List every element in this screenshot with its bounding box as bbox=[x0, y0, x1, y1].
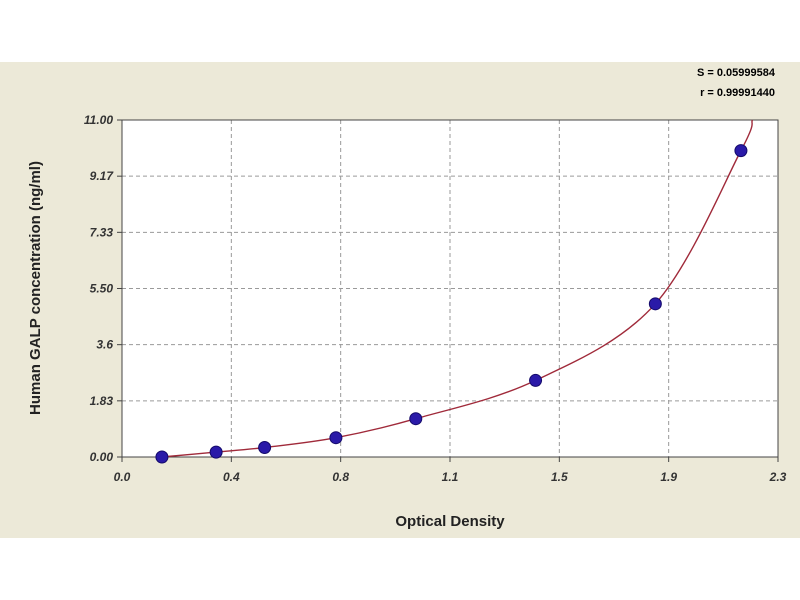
x-tick-label: 1.5 bbox=[551, 470, 568, 484]
x-tick-label: 1.9 bbox=[660, 470, 677, 484]
x-tick-label: 0.8 bbox=[332, 470, 349, 484]
data-points bbox=[155, 144, 748, 464]
chart-svg: S = 0.05999584 r = 0.99991440 0.0 0.4 0.8 1… bbox=[27, 67, 787, 530]
y-tick-label: 0.00 bbox=[90, 450, 114, 464]
y-tick-label: 5.50 bbox=[90, 282, 114, 296]
y-tick-label: 3.6 bbox=[96, 338, 113, 352]
data-point bbox=[734, 144, 748, 158]
grid-lines bbox=[122, 120, 778, 457]
y-axis-title: Human GALP concentration (ng/ml) bbox=[27, 161, 44, 415]
stat-annotation-s: S = 0.05999584 bbox=[697, 67, 776, 79]
x-axis-title: Optical Density bbox=[395, 513, 505, 530]
axis-ticks: 0.0 0.4 0.8 1.1 1.5 1.9 2.3 0.00 1.83 3.6 5.50 7.33… bbox=[84, 113, 787, 484]
data-point bbox=[329, 431, 343, 445]
data-point bbox=[209, 445, 223, 459]
fit-curve bbox=[161, 119, 754, 458]
data-point bbox=[409, 412, 423, 426]
x-tick-label: 0.0 bbox=[114, 470, 131, 484]
data-point bbox=[648, 297, 662, 311]
y-tick-label: 7.33 bbox=[90, 225, 114, 239]
y-tick-label: 1.83 bbox=[90, 394, 114, 408]
stat-annotation-r: r = 0.99991440 bbox=[700, 87, 775, 99]
fit-curve-layer bbox=[161, 119, 754, 458]
x-tick-label: 2.3 bbox=[769, 470, 787, 484]
data-point bbox=[155, 450, 169, 464]
x-tick-label: 1.1 bbox=[442, 470, 459, 484]
x-tick-label: 0.4 bbox=[223, 470, 240, 484]
y-tick-label: 11.00 bbox=[84, 113, 113, 127]
chart-frame: S = 0.05999584 r = 0.99991440 0.0 0.4 0.8 1… bbox=[0, 62, 800, 538]
data-point bbox=[258, 441, 272, 455]
data-point bbox=[529, 373, 543, 387]
y-tick-label: 9.17 bbox=[90, 169, 115, 183]
